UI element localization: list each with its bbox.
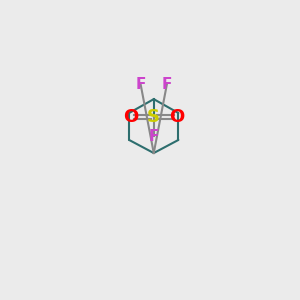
Text: O: O xyxy=(169,108,184,126)
Text: F: F xyxy=(136,77,146,92)
Text: F: F xyxy=(162,77,172,92)
Text: S: S xyxy=(147,108,160,126)
Text: F: F xyxy=(148,129,159,144)
Text: O: O xyxy=(123,108,138,126)
